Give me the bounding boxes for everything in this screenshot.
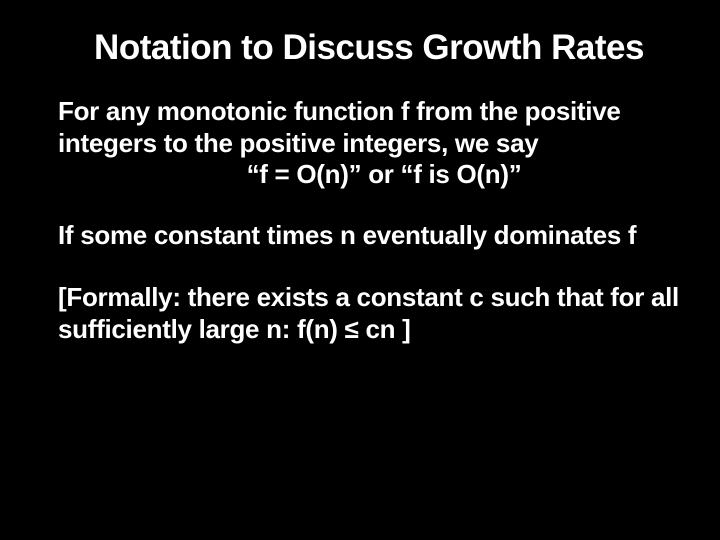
paragraph-dominates: If some constant times n eventually domi… <box>58 220 680 252</box>
slide-container: Notation to Discuss Growth Rates For any… <box>0 0 720 540</box>
paragraph-formal: [Formally: there exists a constant c suc… <box>58 282 680 345</box>
bigo-expression: “f = O(n)” or “f is O(n)” <box>58 159 680 190</box>
paragraph-intro: For any monotonic function f from the po… <box>58 96 680 159</box>
slide-title: Notation to Discuss Growth Rates <box>58 28 680 68</box>
